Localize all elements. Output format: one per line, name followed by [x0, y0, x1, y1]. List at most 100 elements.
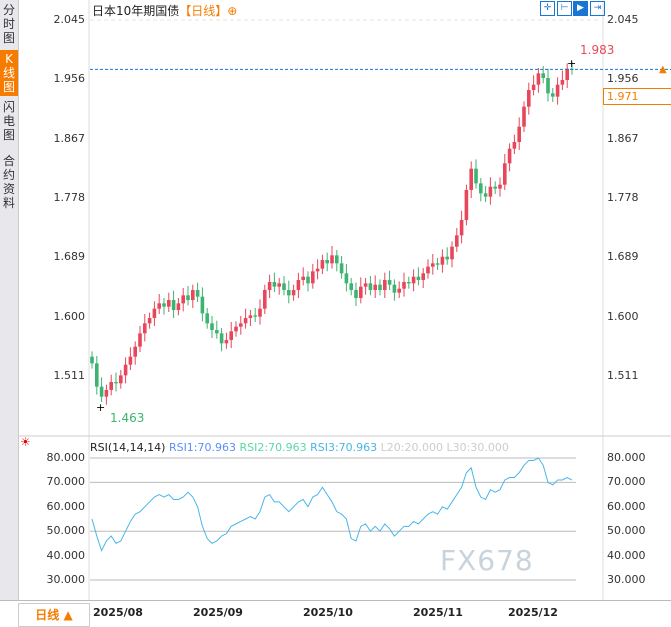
rsi-label: RSI(14,14,14)	[90, 441, 166, 454]
tab-timeshare[interactable]: 分时图	[2, 3, 15, 45]
period-button[interactable]: 日线 ▲	[18, 603, 90, 627]
candle-body	[167, 300, 171, 307]
date-label: 2025/08	[93, 606, 143, 619]
candle-body	[450, 246, 454, 260]
candle-body	[555, 84, 560, 97]
date-label: 2025/12	[508, 606, 558, 619]
candle-body	[363, 283, 368, 287]
candle-body	[431, 263, 435, 267]
candle-body	[488, 186, 493, 197]
sidebar: 分时图 K线图 闪电图 合约资料	[0, 0, 19, 600]
candle-body	[440, 256, 445, 265]
candle-body	[296, 280, 301, 291]
candle-body	[138, 333, 142, 347]
price-tick: 1.689	[53, 250, 86, 264]
date-label: 2025/11	[413, 606, 463, 619]
candle-body	[128, 356, 133, 365]
candle-body	[527, 90, 531, 107]
price-tick: 1.778	[607, 190, 639, 204]
candle-body	[493, 186, 497, 189]
candle-body	[464, 190, 469, 221]
candle-body	[339, 263, 344, 274]
candle-body	[277, 283, 281, 287]
price-tick: 1.511	[607, 368, 639, 382]
candle-body	[551, 93, 555, 97]
price-tick: 1.956	[607, 72, 639, 86]
rsi-legend: RSI(14,14,14) RSI1:70.963 RSI2:70.963 RS…	[90, 441, 509, 454]
candle-body	[503, 163, 507, 185]
l20-value: L20:20.000	[380, 441, 443, 454]
rsi1-value: RSI1:70.963	[168, 441, 237, 454]
candle-body	[119, 375, 123, 384]
price-tick: 1.867	[53, 131, 86, 145]
watermark: FX678	[440, 544, 534, 577]
rsi3-value: RSI3:70.963	[310, 441, 378, 454]
range-select-icon[interactable]: ⊢	[557, 1, 572, 16]
candle-body	[210, 323, 214, 331]
candle-body	[536, 73, 541, 85]
candle-body	[320, 260, 325, 269]
candle-body	[90, 356, 94, 364]
candle-body	[517, 126, 521, 143]
rsi-tick: 70.000	[607, 475, 646, 489]
candle-body	[301, 276, 305, 281]
date-label: 2025/10	[303, 606, 353, 619]
price-tick: 1.956	[53, 72, 86, 86]
rsi-tick: 80.000	[607, 451, 646, 464]
candle-body	[344, 273, 349, 284]
candle-body	[541, 73, 545, 79]
settings-sun-icon[interactable]: ☀	[20, 435, 31, 449]
last-price-label: 1.971	[603, 88, 671, 105]
price-tick: 1.778	[53, 190, 86, 204]
candle-body	[531, 84, 536, 91]
candle-body	[224, 340, 229, 344]
candle-body	[392, 284, 397, 293]
candle-body	[311, 271, 315, 284]
candle-body	[205, 313, 209, 324]
rsi2-value: RSI2:70.963	[239, 441, 307, 454]
candle-body	[229, 331, 233, 341]
period-label[interactable]: 【日线】	[179, 4, 228, 18]
candle-body	[157, 303, 161, 309]
candle-body	[143, 323, 147, 334]
price-tick: 2.045	[53, 13, 86, 26]
candle-body	[152, 308, 157, 319]
candle-body	[330, 255, 334, 264]
candle-body	[147, 318, 152, 324]
candle-body	[171, 300, 176, 311]
candle-body	[176, 303, 181, 311]
candle-body	[411, 276, 416, 284]
rsi-line	[91, 457, 573, 553]
price-tick: 1.689	[607, 250, 639, 264]
play-icon[interactable]: ▶	[573, 1, 588, 16]
tab-kline[interactable]: K线图	[0, 50, 18, 96]
crosshair-icon[interactable]: ✛	[540, 1, 555, 16]
candle-body	[359, 286, 363, 299]
date-label: 2025/09	[193, 606, 243, 619]
price-tick: 1.600	[607, 309, 639, 323]
scroll-end-icon[interactable]: ⇥	[590, 1, 605, 16]
candle-body	[123, 364, 128, 376]
candle-body	[109, 382, 113, 391]
candle-body	[426, 266, 430, 274]
candle-body	[387, 280, 392, 285]
l30-value: L30:30.000	[446, 441, 509, 454]
tab-contract-info[interactable]: 合约资料	[2, 154, 15, 210]
tab-flash[interactable]: 闪电图	[2, 100, 15, 142]
chart-title: 日本10年期国债【日线】⊕	[92, 2, 237, 19]
candle-body	[272, 282, 277, 287]
candle-body	[373, 284, 377, 291]
candle-body	[287, 290, 291, 296]
rsi-tick: 40.000	[607, 548, 646, 562]
candle-body	[368, 283, 373, 291]
candle-body	[335, 255, 339, 264]
candle-body	[483, 193, 488, 197]
candle-body	[560, 80, 565, 85]
candle-body	[469, 168, 473, 191]
add-icon[interactable]: ⊕	[227, 4, 238, 18]
candle-body	[104, 390, 109, 397]
candle-body	[354, 290, 358, 299]
candle-body	[507, 148, 512, 164]
candle-body	[195, 290, 200, 297]
